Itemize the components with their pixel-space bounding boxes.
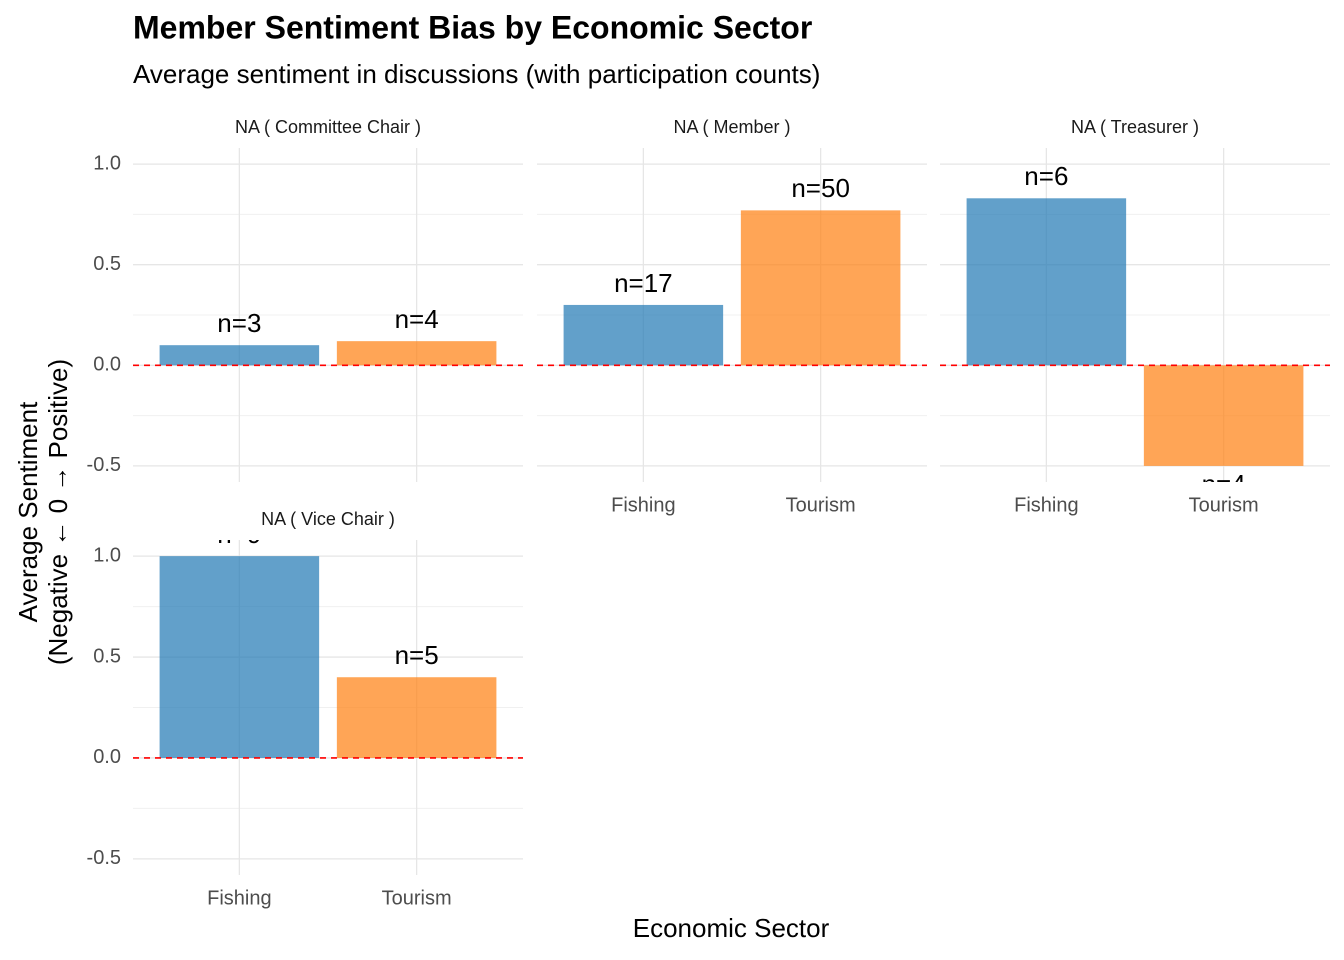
value-label: n=17 bbox=[614, 268, 673, 298]
facet: NA ( Vice Chair ) -0.5 0.0 0.5 1.0 Fishing Tou… bbox=[87, 509, 523, 909]
bar bbox=[740, 210, 901, 366]
bar bbox=[966, 198, 1127, 366]
facet-title: NA ( Treasurer ) bbox=[1071, 117, 1199, 137]
y-tick-label: -0.5 bbox=[87, 847, 121, 869]
chart-subtitle: Average sentiment in discussions (with p… bbox=[133, 59, 820, 89]
y-tick-label: 0.5 bbox=[93, 645, 121, 667]
y-tick-label: 0.0 bbox=[93, 746, 121, 768]
facet: NA ( Committee Chair )-0.50.00.51.0n=3 n=… bbox=[87, 117, 523, 482]
value-label: n=4 bbox=[1202, 469, 1246, 499]
facet-title: NA ( Committee Chair ) bbox=[235, 117, 421, 137]
bar bbox=[336, 677, 497, 758]
facet: NA ( Member ) Fishing Tourism n=17 n=50 bbox=[537, 117, 927, 516]
chart-title: Member Sentiment Bias by Economic Sector bbox=[133, 9, 812, 45]
x-tick-label: Tourism bbox=[382, 887, 452, 909]
x-tick-label: Fishing bbox=[207, 887, 271, 909]
value-label: n=9 bbox=[217, 519, 261, 549]
value-label: n=4 bbox=[395, 304, 439, 334]
y-tick-label: 0.5 bbox=[93, 253, 121, 275]
value-label: n=5 bbox=[395, 640, 439, 670]
plot-area: n=6 n=4 bbox=[966, 161, 1304, 499]
bar bbox=[563, 304, 724, 366]
value-label: n=50 bbox=[791, 173, 850, 203]
y-tick-label: 0.0 bbox=[93, 354, 121, 376]
x-tick-label: Fishing bbox=[1014, 494, 1078, 516]
bar bbox=[159, 345, 320, 366]
plot-area: n=9 n=5 bbox=[159, 519, 497, 758]
plot-area: n=3 n=4 bbox=[159, 304, 497, 366]
facet-title: NA ( Vice Chair ) bbox=[261, 509, 395, 529]
x-tick-label: Tourism bbox=[786, 494, 856, 516]
value-label: n=3 bbox=[217, 308, 261, 338]
value-label: n=6 bbox=[1024, 161, 1068, 191]
y-tick-label: 1.0 bbox=[93, 544, 121, 566]
y-tick-label: -0.5 bbox=[87, 454, 121, 476]
y-axis-label: (Negative ← 0 → Positive) bbox=[43, 359, 73, 665]
bar bbox=[159, 556, 320, 758]
facet-title: NA ( Member ) bbox=[673, 117, 790, 137]
x-tick-label: Fishing bbox=[611, 494, 675, 516]
bar bbox=[1143, 365, 1304, 466]
y-tick-label: 1.0 bbox=[93, 152, 121, 174]
facet: NA ( Treasurer ) Fishing Tourism n=6 n=4 bbox=[940, 117, 1330, 516]
x-axis-label: Economic Sector bbox=[633, 913, 830, 943]
x-tick-label: Tourism bbox=[1189, 494, 1259, 516]
bar bbox=[336, 341, 497, 366]
y-axis-label: Average Sentiment bbox=[13, 401, 43, 622]
plot-area: n=17 n=50 bbox=[563, 173, 901, 366]
